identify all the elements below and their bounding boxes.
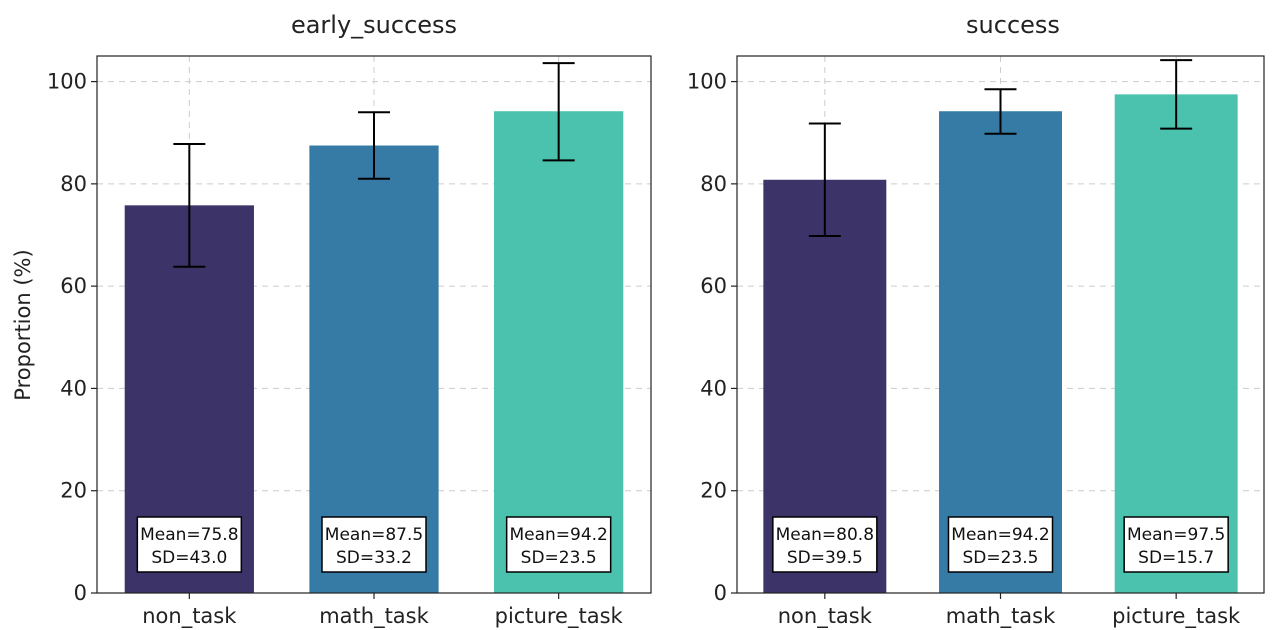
y-tick-label: 40 [60,376,87,400]
bar-picture-task [1114,94,1238,593]
y-tick-label: 40 [700,376,727,400]
x-tick-label: math_task [319,604,429,629]
mean-label: Mean=97.5 [1127,525,1225,545]
sd-label: SD=23.5 [521,548,597,568]
y-axis-label: Proportion (%) [11,249,35,400]
sd-label: SD=39.5 [787,548,863,568]
y-tick-label: 60 [700,274,727,298]
chart-panel-early-success: early_success Proportion (%) 0 20 40 60 80 10… [11,11,652,629]
mean-label: Mean=94.2 [509,525,607,545]
sd-label: SD=33.2 [336,548,412,568]
stat-box [505,516,612,573]
chart-panel-success: success 0 20 40 60 80 100 Mean=80.8 SD=39.5 Mean… [687,11,1265,629]
sd-label: SD=15.7 [1138,548,1214,568]
chart-title: early_success [291,11,457,39]
x-tick-label: picture_task [1112,604,1241,629]
y-tick-label: 20 [60,479,87,503]
x-tick-label: non_task [142,604,237,629]
mean-label: Mean=80.8 [776,525,874,545]
chart-title: success [966,11,1060,39]
sd-label: SD=23.5 [963,548,1039,568]
y-tick-label: 80 [700,172,727,196]
stat-box [136,516,243,573]
y-tick-label: 60 [60,274,87,298]
y-tick-label: 20 [700,479,727,503]
mean-label: Mean=87.5 [325,525,423,545]
sd-label: SD=43.0 [151,548,227,568]
y-tick-label: 100 [687,70,727,94]
bar-math-task [939,111,1062,593]
y-tick-label: 0 [714,581,727,605]
stat-box [947,516,1054,573]
stat-box [1123,516,1229,573]
x-tick-label: math_task [946,604,1056,629]
x-tick-label: picture_task [495,604,624,629]
stat-box [321,516,427,573]
bar-picture-task [494,111,624,593]
x-tick-label: non_task [778,604,873,629]
stat-box [772,516,878,573]
y-tick-label: 80 [60,172,87,196]
mean-label: Mean=75.8 [140,525,238,545]
y-tick-label: 0 [74,581,87,605]
mean-label: Mean=94.2 [951,525,1049,545]
y-tick-label: 100 [47,70,87,94]
